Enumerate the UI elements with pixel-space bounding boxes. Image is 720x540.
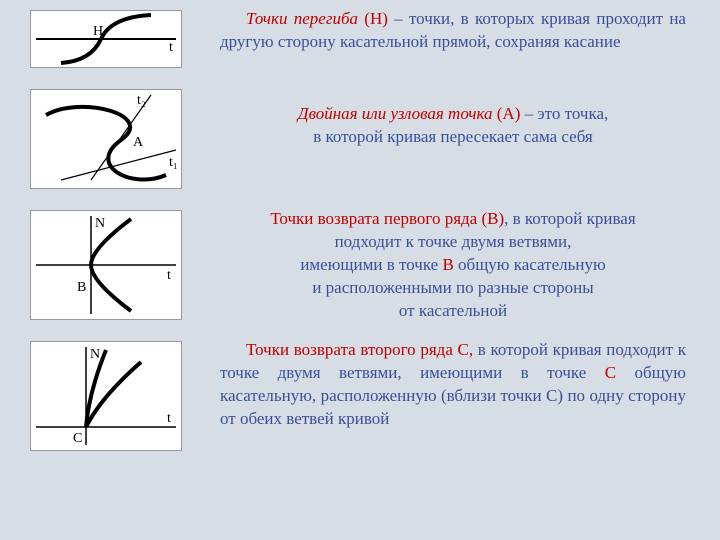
cusp1-line3a: имеющими в точке <box>300 255 442 274</box>
diagram-node: t₂ t₁ А <box>30 89 182 189</box>
diagram-inflection: Н t <box>30 10 182 68</box>
cusp1-line3b: В <box>442 255 453 274</box>
label-t2b: t <box>167 411 171 426</box>
label-N2: N <box>90 347 100 362</box>
diagram-cusp1: N В t <box>30 210 182 320</box>
row-node: t₂ t₁ А Двойная или узловая точка (А) – … <box>0 79 720 194</box>
diagram-inflection-wrap: Н t <box>0 0 210 73</box>
term-node: Двойная или узловая точка <box>298 104 493 123</box>
label-A: А <box>133 135 144 150</box>
label-t: t <box>169 40 173 55</box>
text-cusp2: Точки возврата второго ряда С, в которой… <box>210 331 720 431</box>
rest-node-1: – это точка, <box>520 104 608 123</box>
cusp1-line4: и расположенными по разные стороны <box>312 278 593 297</box>
label-H: Н <box>93 24 103 39</box>
label-t2: t₂ <box>137 93 146 108</box>
term-inflection: Точки перегиба <box>246 9 358 28</box>
text-inflection: Точки перегиба (Н) – точки, в которых кр… <box>210 0 720 54</box>
cusp1-line1b: , в которой кривая <box>504 209 636 228</box>
diagram-cusp2-wrap: N С t <box>0 331 210 456</box>
label-t1: t₁ <box>169 155 178 170</box>
row-cusp2: N С t Точки возврата второго ряда С, в к… <box>0 331 720 456</box>
label-B: В <box>77 280 86 295</box>
diagram-cusp1-wrap: N В t <box>0 200 210 325</box>
marker-node: (А) <box>493 104 521 123</box>
text-cusp1: Точки возврата первого ряда (В), в котор… <box>210 200 720 323</box>
text-node: Двойная или узловая точка (А) – это точк… <box>210 79 720 149</box>
cusp1-line1a: Точки возврата первого ряда (В) <box>270 209 504 228</box>
cusp1-line2: подходит к точке двумя ветвями, <box>335 232 572 251</box>
row-inflection: Н t Точки перегиба (Н) – точки, в которы… <box>0 0 720 73</box>
cusp1-line3c: общую касательную <box>454 255 606 274</box>
diagram-cusp2: N С t <box>30 341 182 451</box>
cusp2-p4: С <box>605 363 616 382</box>
label-N: N <box>95 216 105 231</box>
cusp2-p1: Точки возврата второго ряда <box>246 340 458 359</box>
row-cusp1: N В t Точки возврата первого ряда (В), в… <box>0 200 720 325</box>
cusp1-line5: от касательной <box>399 301 507 320</box>
diagram-node-wrap: t₂ t₁ А <box>0 79 210 194</box>
marker-inflection: (Н) <box>358 9 388 28</box>
rest-node-2: в которой кривая пересекает сама себя <box>313 127 593 146</box>
cusp2-p2: С, <box>458 340 474 359</box>
label-t: t <box>167 268 171 283</box>
label-C: С <box>73 431 82 446</box>
